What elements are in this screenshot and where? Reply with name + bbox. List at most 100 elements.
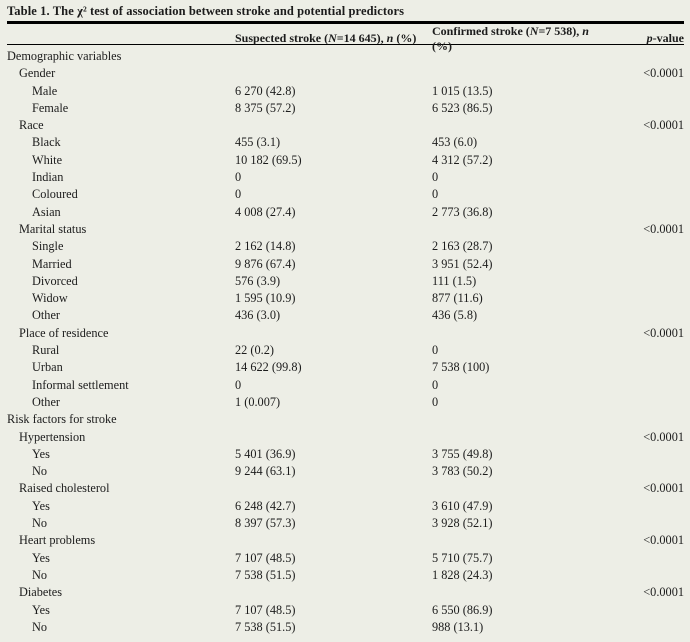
confirmed-cell: 0 bbox=[432, 170, 439, 185]
table-row: No 9 244 (63.1) 3 783 (50.2) bbox=[7, 463, 684, 480]
confirmed-cell: 988 (13.1) bbox=[432, 619, 484, 634]
suspected-cell: 4 008 (27.4) bbox=[235, 204, 296, 219]
suspected-cell: 9 876 (67.4) bbox=[235, 256, 296, 271]
table-row: Place of residence <0.0001 bbox=[7, 325, 684, 342]
row-label: Black bbox=[32, 135, 61, 150]
table-row: No 8 397 (57.3) 3 928 (52.1) bbox=[7, 515, 684, 532]
confirmed-cell: 877 (11.6) bbox=[432, 291, 483, 306]
suspected-cell: 10 182 (69.5) bbox=[235, 152, 302, 167]
pvalue-cell: <0.0001 bbox=[643, 533, 684, 548]
pvalue-cell: <0.0001 bbox=[643, 66, 684, 81]
suspected-cell: 576 (3.9) bbox=[235, 273, 281, 288]
confirmed-cell: 1 015 (13.5) bbox=[432, 83, 493, 98]
row-label: Urban bbox=[32, 360, 63, 375]
table-row: Other 436 (3.0) 436 (5.8) bbox=[7, 307, 684, 324]
table-row: Indian 0 0 bbox=[7, 169, 684, 186]
confirmed-header-n: n bbox=[582, 23, 589, 38]
pvalue-cell: <0.0001 bbox=[643, 325, 684, 340]
suspected-cell: 7 538 (51.5) bbox=[235, 619, 296, 634]
confirmed-cell: 3 951 (52.4) bbox=[432, 256, 493, 271]
table-row: No 7 538 (51.5) 988 (13.1) bbox=[7, 619, 684, 636]
suspected-header-pre: Suspected stroke ( bbox=[235, 31, 329, 45]
suspected-cell: 14 622 (99.8) bbox=[235, 360, 302, 375]
row-label: Risk factors for stroke bbox=[7, 412, 117, 427]
row-label: No bbox=[32, 567, 48, 582]
confirmed-cell: 436 (5.8) bbox=[432, 308, 478, 323]
confirmed-cell: 7 538 (100) bbox=[432, 360, 490, 375]
confirmed-cell: 2 773 (36.8) bbox=[432, 204, 493, 219]
table-row: Risk factors for stroke bbox=[7, 411, 684, 428]
suspected-cell: 436 (3.0) bbox=[235, 308, 281, 323]
row-label: Indian bbox=[32, 170, 64, 185]
table-body: Demographic variables Gender <0.0001 Mal… bbox=[7, 45, 684, 636]
suspected-header-mid: =14 645), bbox=[336, 31, 387, 45]
row-label: No bbox=[32, 516, 48, 531]
pvalue-header-rest: -value bbox=[652, 31, 684, 45]
suspected-cell: 0 bbox=[235, 377, 242, 392]
table-row: Raised cholesterol <0.0001 bbox=[7, 480, 684, 497]
confirmed-cell: 3 755 (49.8) bbox=[432, 446, 493, 461]
row-label: Yes bbox=[32, 602, 50, 617]
confirmed-header-N: N bbox=[529, 23, 539, 38]
table-row: Demographic variables bbox=[7, 48, 684, 65]
confirmed-cell: 4 312 (57.2) bbox=[432, 152, 493, 167]
table-row: Single 2 162 (14.8) 2 163 (28.7) bbox=[7, 238, 684, 255]
row-label: Raised cholesterol bbox=[19, 481, 110, 496]
suspected-cell: 5 401 (36.9) bbox=[235, 446, 296, 461]
table-row: Yes 7 107 (48.5) 6 550 (86.9) bbox=[7, 602, 684, 619]
suspected-cell: 7 107 (48.5) bbox=[235, 550, 296, 565]
confirmed-cell: 3 783 (50.2) bbox=[432, 464, 493, 479]
table-row: No 7 538 (51.5) 1 828 (24.3) bbox=[7, 567, 684, 584]
table-row: Gender <0.0001 bbox=[7, 65, 684, 82]
suspected-header-N: N bbox=[328, 31, 337, 45]
suspected-cell: 22 (0.2) bbox=[235, 343, 274, 358]
suspected-cell: 6 248 (42.7) bbox=[235, 498, 296, 513]
table-row: Heart problems <0.0001 bbox=[7, 532, 684, 549]
row-label: Married bbox=[32, 256, 72, 271]
pvalue-cell: <0.0001 bbox=[643, 118, 684, 133]
suspected-cell: 6 270 (42.8) bbox=[235, 83, 296, 98]
confirmed-cell: 2 163 (28.7) bbox=[432, 239, 493, 254]
confirmed-cell: 0 bbox=[432, 343, 439, 358]
row-label: Rural bbox=[32, 343, 60, 358]
suspected-cell: 0 bbox=[235, 170, 242, 185]
row-label: Yes bbox=[32, 446, 50, 461]
table-row: White 10 182 (69.5) 4 312 (57.2) bbox=[7, 152, 684, 169]
table-row: Rural 22 (0.2) 0 bbox=[7, 342, 684, 359]
suspected-cell: 8 375 (57.2) bbox=[235, 100, 296, 115]
row-label: Other bbox=[32, 394, 60, 409]
confirmed-cell: 6 523 (86.5) bbox=[432, 100, 493, 115]
row-label: Race bbox=[19, 118, 44, 133]
table-row: Yes 5 401 (36.9) 3 755 (49.8) bbox=[7, 446, 684, 463]
table-row: Male 6 270 (42.8) 1 015 (13.5) bbox=[7, 83, 684, 100]
confirmed-cell: 3 610 (47.9) bbox=[432, 498, 493, 513]
row-label: Gender bbox=[19, 66, 56, 81]
row-label: Male bbox=[32, 83, 58, 98]
row-label: Widow bbox=[32, 291, 68, 306]
row-label: No bbox=[32, 464, 48, 479]
suspected-cell: 1 (0.007) bbox=[235, 394, 281, 409]
suspected-cell: 7 538 (51.5) bbox=[235, 567, 296, 582]
confirmed-cell: 1 828 (24.3) bbox=[432, 567, 493, 582]
confirmed-cell: 453 (6.0) bbox=[432, 135, 478, 150]
suspected-cell: 455 (3.1) bbox=[235, 135, 281, 150]
pvalue-cell: <0.0001 bbox=[643, 585, 684, 600]
table-title: Table 1. The χ² test of association betw… bbox=[7, 4, 405, 18]
suspected-header-post: (%) bbox=[393, 31, 417, 45]
table-row: Married 9 876 (67.4) 3 951 (52.4) bbox=[7, 256, 684, 273]
pvalue-header-p: p bbox=[646, 31, 653, 45]
table-row: Diabetes <0.0001 bbox=[7, 584, 684, 601]
table-row: Yes 6 248 (42.7) 3 610 (47.9) bbox=[7, 498, 684, 515]
table-row: Black 455 (3.1) 453 (6.0) bbox=[7, 134, 684, 151]
table-row: Informal settlement 0 0 bbox=[7, 377, 684, 394]
confirmed-cell: 6 550 (86.9) bbox=[432, 602, 493, 617]
pvalue-cell: <0.0001 bbox=[643, 221, 684, 236]
row-label: Heart problems bbox=[19, 533, 96, 548]
confirmed-header-post: (%) bbox=[432, 38, 452, 53]
pvalue-column-header: p-value bbox=[607, 31, 684, 46]
row-label: Place of residence bbox=[19, 325, 109, 340]
row-label: Yes bbox=[32, 550, 50, 565]
suspected-header-n: n bbox=[386, 31, 394, 45]
row-label: Marital status bbox=[19, 221, 87, 236]
